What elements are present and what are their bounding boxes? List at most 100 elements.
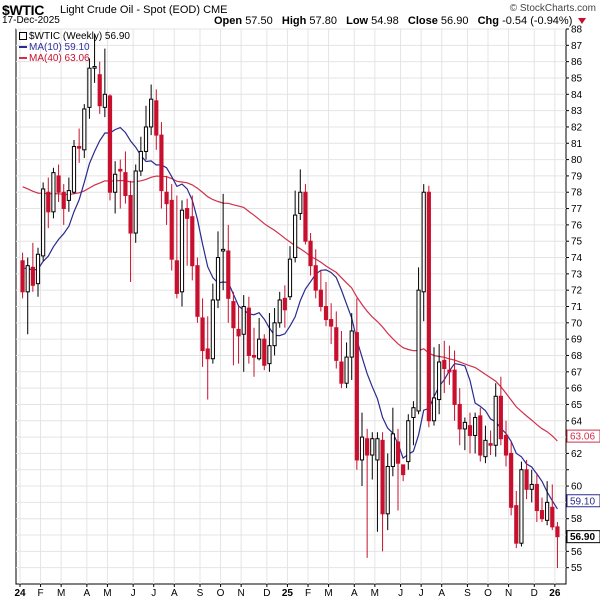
candle-body <box>287 258 293 298</box>
ma40-tag: 63.06 <box>570 432 595 443</box>
candle-body <box>349 330 354 358</box>
x-tick-label: F <box>38 588 44 599</box>
x-tick-label: N <box>238 588 245 599</box>
candle-body <box>92 66 97 69</box>
close-value: 56.90 <box>440 15 469 27</box>
y-tick-label: 79 <box>571 171 583 182</box>
candle-body <box>143 126 149 152</box>
y-tick-label: 84 <box>571 90 583 101</box>
candle-legend-icon <box>19 32 27 41</box>
x-tick-label: O <box>484 588 492 599</box>
candle-body <box>66 190 71 201</box>
candle-body <box>503 434 509 456</box>
candle-body <box>20 260 25 293</box>
candle-body <box>282 297 287 311</box>
down-triangle-icon <box>578 18 587 25</box>
y-tick-label: 55 <box>571 563 583 574</box>
candle-body <box>437 361 442 401</box>
legend-ma40-text: MA(40) 63.06 <box>29 53 90 64</box>
y-tick-label: 69 <box>571 335 583 346</box>
candle-body <box>87 67 92 108</box>
x-tick-label: S <box>464 588 471 599</box>
y-tick-label: 81 <box>571 139 583 150</box>
y-tick-label: 87 <box>571 41 583 52</box>
candle-body <box>385 465 390 515</box>
candle-body <box>118 168 123 172</box>
candle-body <box>457 403 462 430</box>
candle-body <box>272 322 277 347</box>
candle-body <box>97 74 102 107</box>
candle-body <box>483 439 488 458</box>
y-tick-label: 74 <box>571 253 583 264</box>
candle-body <box>467 425 473 436</box>
candle-body <box>123 172 128 197</box>
candle-body <box>303 191 308 242</box>
x-tick-label: A <box>84 588 91 599</box>
y-tick-label: 56 <box>571 547 583 558</box>
candle-body <box>401 464 406 476</box>
candle-body <box>71 146 77 193</box>
candle-body <box>473 417 478 436</box>
candle-body <box>190 216 195 267</box>
y-tick-label: 60 <box>571 482 583 493</box>
x-tick-label: M <box>103 588 111 599</box>
candle-body <box>545 501 550 521</box>
candle-body <box>519 469 524 544</box>
brand-watermark: © StockCharts.com <box>509 3 596 14</box>
x-tick-label: D <box>263 588 270 599</box>
candle-body <box>550 506 555 528</box>
candle-body <box>529 483 534 490</box>
chart-header: $WTIC Light Crude Oil - Spot (EOD) CME ©… <box>0 2 600 18</box>
candle-body <box>251 354 257 358</box>
y-tick-label: 72 <box>571 286 583 297</box>
candle-body <box>308 240 313 267</box>
x-tick-label: M <box>57 588 65 599</box>
description: Light Crude Oil - Spot (EOD) CME <box>60 4 228 16</box>
candle-body <box>149 98 154 128</box>
y-tick-label: 85 <box>571 73 583 84</box>
candle-body <box>442 359 447 370</box>
candle-body <box>431 397 437 422</box>
candle-body <box>524 469 529 490</box>
x-tick-label: 25 <box>282 588 294 599</box>
candle-body <box>365 438 370 456</box>
legend-ma10-text: MA(10) 59.10 <box>29 42 90 53</box>
candle-body <box>205 348 210 360</box>
candle-body <box>380 439 385 515</box>
y-tick-label: 66 <box>571 384 583 395</box>
candle-body <box>478 415 483 456</box>
high-label: High <box>281 15 307 27</box>
candle-body <box>210 299 215 360</box>
x-tick-label: F <box>305 588 311 599</box>
candle-body <box>46 191 51 213</box>
candle-body <box>493 395 498 446</box>
candle-body <box>241 306 246 335</box>
candle-body <box>82 108 87 151</box>
candle-body <box>395 441 401 464</box>
candle-body <box>344 356 349 384</box>
candle-body <box>133 170 138 234</box>
close-tag-box <box>566 530 600 544</box>
candle-body <box>164 191 169 205</box>
candle-body <box>200 317 205 352</box>
candle-body <box>102 93 107 108</box>
x-tick-label: M <box>324 588 332 599</box>
candle-body <box>51 172 56 213</box>
candle-body <box>406 420 411 463</box>
candle-body <box>539 510 545 520</box>
y-tick-label: 83 <box>571 106 583 117</box>
x-tick-label: A <box>438 588 445 599</box>
legend-ma10: MA(10) 59.10 <box>19 42 90 53</box>
chg-value: -0.54 (-0.94%) <box>502 15 573 27</box>
x-tick-label: J <box>131 588 136 599</box>
candle-body <box>298 191 303 214</box>
candle-body <box>128 195 133 234</box>
candle-body <box>313 265 318 291</box>
y-tick-label: 65 <box>571 400 583 411</box>
candle-body <box>452 369 457 405</box>
ma10-tag: 59.10 <box>570 496 595 507</box>
candle-body <box>555 526 560 538</box>
x-tick-label: N <box>505 588 512 599</box>
y-tick-label: 62 <box>571 449 583 460</box>
